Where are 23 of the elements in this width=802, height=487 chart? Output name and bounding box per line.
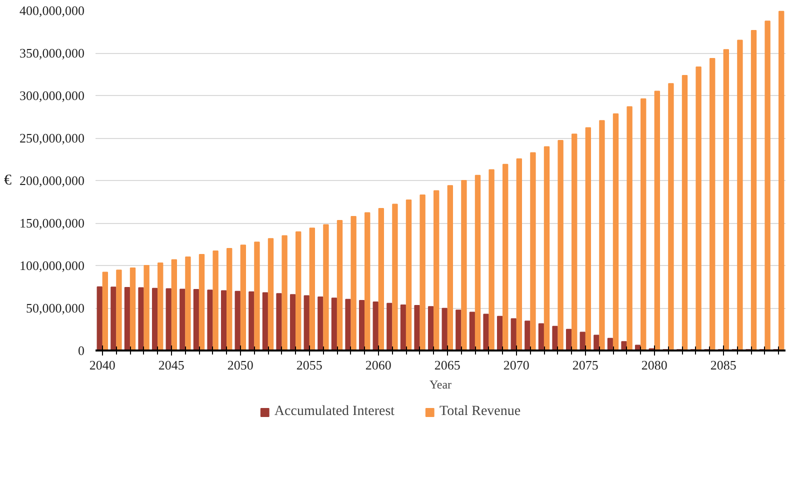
y-tick-label: 150,000,000 bbox=[20, 216, 84, 230]
x-tick-label: 2085 bbox=[710, 358, 736, 372]
legend-label: Total Revenue bbox=[440, 404, 521, 420]
x-tick-label: 2070 bbox=[503, 358, 530, 372]
y-tick-label: 50,000,000 bbox=[26, 300, 84, 316]
x-tick-label: 2050 bbox=[227, 358, 254, 372]
legend-label: Accumulated Interest bbox=[274, 404, 395, 420]
x-tick-label: 2080 bbox=[641, 358, 668, 372]
x-tick-label: 2045 bbox=[158, 358, 184, 372]
x-tick-label: 2040 bbox=[89, 358, 116, 372]
y-axis-title: € bbox=[4, 172, 12, 188]
y-tick-label: 200,000,000 bbox=[20, 173, 84, 188]
y-tick-label: 100,000,000 bbox=[20, 258, 84, 273]
y-tick-label: 0 bbox=[78, 343, 84, 358]
x-tick-label: 2060 bbox=[365, 358, 392, 372]
y-tick-label: 350,000,000 bbox=[20, 46, 84, 60]
x-tick-label: 2065 bbox=[434, 358, 460, 372]
x-axis-title: Year bbox=[429, 378, 452, 392]
x-tick-label: 2075 bbox=[572, 358, 598, 372]
y-tick-label: 250,000,000 bbox=[20, 130, 84, 146]
x-tick-label: 2055 bbox=[296, 358, 322, 372]
y-tick-label: 300,000,000 bbox=[20, 88, 84, 103]
y-tick-label: 400,000,000 bbox=[20, 3, 84, 18]
